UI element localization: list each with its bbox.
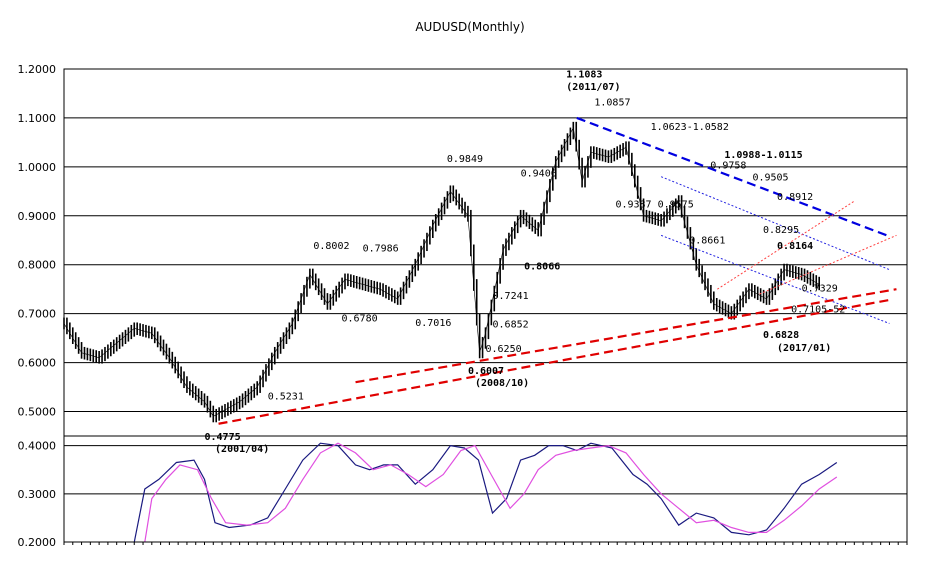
trendline: [660, 234, 890, 324]
price-annotation: 0.8164: [777, 241, 813, 252]
price-annotation: 0.8295: [763, 225, 799, 236]
oscillator-ytick-label: 0.4000: [18, 440, 57, 453]
oscillator-lines: [133, 442, 838, 543]
price-ytick-label: 1.1000: [18, 112, 57, 125]
price-annotation: (2008/10): [475, 378, 529, 389]
price-annotation: 1.1083: [566, 69, 602, 80]
price-gridlines: [64, 68, 907, 413]
price-annotation: (2011/07): [566, 82, 620, 93]
price-annotation: 0.9849: [447, 154, 483, 165]
price-annotation: 0.7986: [363, 244, 399, 255]
trendline: [759, 234, 897, 295]
price-annotation: 0.7105-52: [791, 305, 845, 316]
trendlines: [218, 116, 897, 425]
price-annotation: 0.9505: [752, 173, 788, 184]
price-ytick-label: 0.5000: [18, 406, 57, 419]
price-ytick-label: 1.2000: [18, 63, 57, 76]
price-annotation: 1.0857: [594, 98, 630, 109]
trendline: [576, 116, 890, 238]
price-ytick-label: 0.9000: [18, 210, 57, 223]
trendline: [355, 288, 897, 384]
price-ytick-label: 1.0000: [18, 161, 57, 174]
price-annotation: 0.9758: [710, 160, 746, 171]
price-annotation: 0.6780: [341, 313, 377, 324]
price-annotations: 1.1083 (2011/07) 1.0857 1.0623-1.0582 1.0988…: [205, 69, 846, 455]
oscillator-ytick-label: 0.3000: [18, 488, 57, 501]
price-annotation: 0.8661: [689, 236, 725, 247]
oscillator-line-main: [133, 442, 838, 543]
oscillator-line-signal: [144, 442, 838, 543]
price-annotation: (2017/01): [777, 343, 831, 354]
trendline: [660, 176, 890, 271]
price-annotation: 0.4775: [205, 432, 241, 443]
oscillator-y-axis-ticks: 0.4000 0.3000 0.2000: [18, 440, 57, 549]
price-annotation: 0.6852: [493, 319, 529, 330]
price-annotation: 1.0988-1.0115: [724, 150, 802, 161]
price-ytick-label: 0.8000: [18, 259, 57, 272]
price-ohlc-bars: [63, 121, 820, 423]
price-annotation: 1.0623-1.0582: [651, 122, 729, 133]
price-annotation: 0.8002: [313, 241, 349, 252]
price-annotation: 0.8912: [777, 192, 813, 203]
oscillator-ytick-label: 0.2000: [18, 536, 57, 549]
price-annotation: 0.9406: [521, 169, 557, 180]
price-annotation: 0.8066: [524, 262, 560, 273]
price-ytick-label: 0.6000: [18, 357, 57, 370]
price-annotation: 0.6828: [763, 330, 799, 341]
price-annotation: 0.7016: [415, 318, 451, 329]
price-annotation: 0.9387 0.9575: [615, 199, 693, 210]
price-annotation: 0.6007: [468, 366, 504, 377]
price-annotation: 0.5231: [268, 391, 304, 402]
price-close-path: [63, 126, 820, 417]
price-annotation: 0.7329: [802, 284, 838, 295]
price-ytick-label: 0.7000: [18, 308, 57, 321]
x-axis-ticks: [63, 542, 908, 545]
chart-title: AUDUSD(Monthly): [415, 20, 524, 34]
price-annotation: 0.6250: [486, 344, 522, 355]
trendline: [717, 200, 855, 290]
price-annotation: 0.7241: [493, 291, 529, 302]
price-annotation: (2001/04): [215, 444, 269, 455]
trendline: [218, 298, 890, 425]
oscillator-panel-frame: [63, 435, 908, 543]
price-y-axis-ticks: 1.2000 1.1000 1.0000 0.9000 0.8000 0.7000 0.60…: [18, 63, 57, 419]
